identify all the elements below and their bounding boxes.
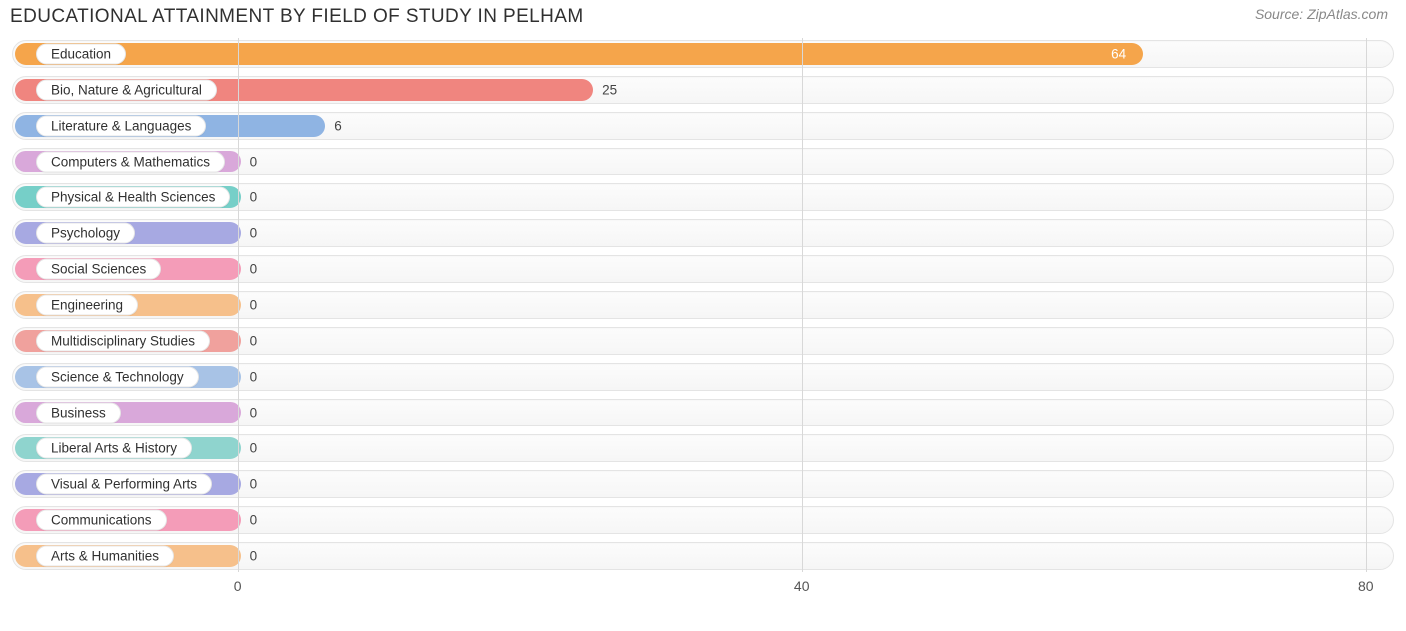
x-tick-label: 0	[234, 578, 242, 594]
chart-source: Source: ZipAtlas.com	[1255, 6, 1388, 22]
row-bar	[15, 43, 1143, 65]
row-value-label: 0	[250, 405, 258, 420]
row-label-pill: Social Sciences	[36, 259, 161, 280]
chart-row: Multidisciplinary Studies 0	[12, 325, 1394, 357]
row-value-label: 0	[250, 262, 258, 277]
chart-row: Visual & Performing Arts 0	[12, 468, 1394, 500]
x-tick-label: 40	[794, 578, 810, 594]
row-value-label: 0	[250, 369, 258, 384]
row-value-label: 0	[250, 477, 258, 492]
row-label-pill: Multidisciplinary Studies	[36, 330, 210, 351]
chart-row: Communications 0	[12, 504, 1394, 536]
chart-row: Engineering 0	[12, 289, 1394, 321]
chart-row: Computers & Mathematics 0	[12, 146, 1394, 178]
row-label-pill: Business	[36, 402, 121, 423]
chart-plot: Education 64 Bio, Nature & Agricultural 25 L…	[12, 38, 1394, 572]
row-value-label: 0	[250, 297, 258, 312]
row-label-pill: Science & Technology	[36, 366, 199, 387]
chart-row: Education 64	[12, 38, 1394, 70]
chart-row: Physical & Health Sciences 0	[12, 181, 1394, 213]
chart-row: Science & Technology 0	[12, 361, 1394, 393]
chart-rows: Education 64 Bio, Nature & Agricultural 25 L…	[12, 38, 1394, 572]
row-label-pill: Computers & Mathematics	[36, 151, 225, 172]
row-label-pill: Education	[36, 43, 126, 64]
chart-row: Arts & Humanities 0	[12, 540, 1394, 572]
row-value-label: 0	[250, 190, 258, 205]
row-value-label: 0	[250, 441, 258, 456]
x-axis: 0 40 80	[12, 574, 1394, 600]
row-value-label: 64	[1111, 46, 1126, 61]
row-label-pill: Arts & Humanities	[36, 545, 174, 566]
row-label-pill: Bio, Nature & Agricultural	[36, 79, 217, 100]
row-label-pill: Engineering	[36, 294, 138, 315]
chart-row: Psychology 0	[12, 217, 1394, 249]
row-label-pill: Psychology	[36, 223, 135, 244]
row-label-pill: Visual & Performing Arts	[36, 474, 212, 495]
chart-row: Literature & Languages 6	[12, 110, 1394, 142]
chart-row: Social Sciences 0	[12, 253, 1394, 285]
row-value-label: 0	[250, 154, 258, 169]
row-value-label: 6	[334, 118, 342, 133]
row-label-pill: Literature & Languages	[36, 115, 206, 136]
grid-line	[802, 38, 803, 572]
x-tick-label: 80	[1358, 578, 1374, 594]
row-value-label: 25	[602, 82, 617, 97]
chart-row: Liberal Arts & History 0	[12, 432, 1394, 464]
row-label-pill: Liberal Arts & History	[36, 438, 192, 459]
row-value-label: 0	[250, 513, 258, 528]
grid-line	[1366, 38, 1367, 572]
row-value-label: 0	[250, 226, 258, 241]
chart-header: EDUCATIONAL ATTAINMENT BY FIELD OF STUDY…	[0, 0, 1406, 30]
row-label-pill: Communications	[36, 510, 167, 531]
grid-line	[238, 38, 239, 572]
chart-title: EDUCATIONAL ATTAINMENT BY FIELD OF STUDY…	[10, 6, 584, 28]
chart-area: Education 64 Bio, Nature & Agricultural 25 L…	[12, 38, 1394, 600]
chart-row: Business 0	[12, 397, 1394, 429]
row-value-label: 0	[250, 333, 258, 348]
chart-row: Bio, Nature & Agricultural 25	[12, 74, 1394, 106]
row-value-label: 0	[250, 548, 258, 563]
row-label-pill: Physical & Health Sciences	[36, 187, 230, 208]
